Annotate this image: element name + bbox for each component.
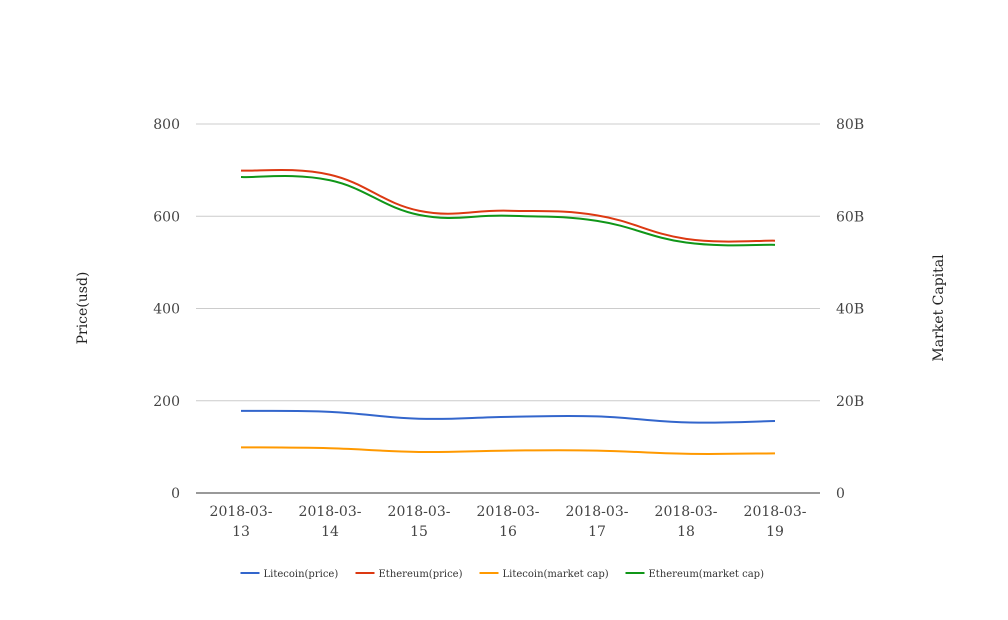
legend-item[interactable]: Ethereum(market cap)	[625, 569, 765, 580]
legend-label: Ethereum(price)	[379, 569, 463, 580]
series-line-3	[240, 446, 776, 455]
left-tick-label: 200	[153, 394, 180, 410]
series-line-1	[240, 409, 776, 424]
right-tick-label: 60B	[836, 209, 864, 225]
left-tick-label: 800	[153, 117, 180, 133]
legend-item[interactable]: Ethereum(price)	[355, 569, 463, 580]
x-tick-label: 2018-03-17	[566, 504, 629, 540]
legend-item[interactable]: Litecoin(price)	[240, 569, 339, 580]
series-line-2	[240, 168, 776, 243]
series-line-4	[240, 175, 776, 247]
right-tick-label: 80B	[836, 117, 864, 133]
legend-item[interactable]: Litecoin(market cap)	[479, 569, 609, 580]
right-axis-ticks: 0 20B 40B 60B 80B	[836, 117, 864, 502]
left-axis-title: Price(usd)	[75, 272, 91, 345]
left-axis-ticks: 0 200 400 600 800	[153, 117, 180, 502]
series-lines	[240, 168, 776, 455]
x-tick-label: 2018-03-15	[388, 504, 451, 540]
right-tick-label: 40B	[836, 302, 864, 318]
right-axis-title: Market Capital	[931, 254, 947, 362]
left-tick-label: 0	[171, 486, 180, 502]
x-tick-label: 2018-03-16	[477, 504, 540, 540]
gridlines	[196, 123, 820, 402]
x-axis-ticks: 2018-03-13 2018-03-14 2018-03-15 2018-03-16…	[210, 504, 807, 540]
legend-label: Litecoin(price)	[264, 569, 339, 580]
left-tick-label: 400	[153, 302, 180, 318]
legend-label: Litecoin(market cap)	[503, 569, 609, 580]
left-tick-label: 600	[153, 209, 180, 225]
right-tick-label: 20B	[836, 394, 864, 410]
x-tick-label: 2018-03-18	[655, 504, 718, 540]
legend: Litecoin(price) Ethereum(price) Litecoin(m…	[240, 569, 765, 580]
x-tick-label: 2018-03-19	[744, 504, 807, 540]
legend-label: Ethereum(market cap)	[649, 569, 765, 580]
x-tick-label: 2018-03-14	[299, 504, 362, 540]
right-tick-label: 0	[836, 486, 845, 502]
x-tick-label: 2018-03-13	[210, 504, 273, 540]
